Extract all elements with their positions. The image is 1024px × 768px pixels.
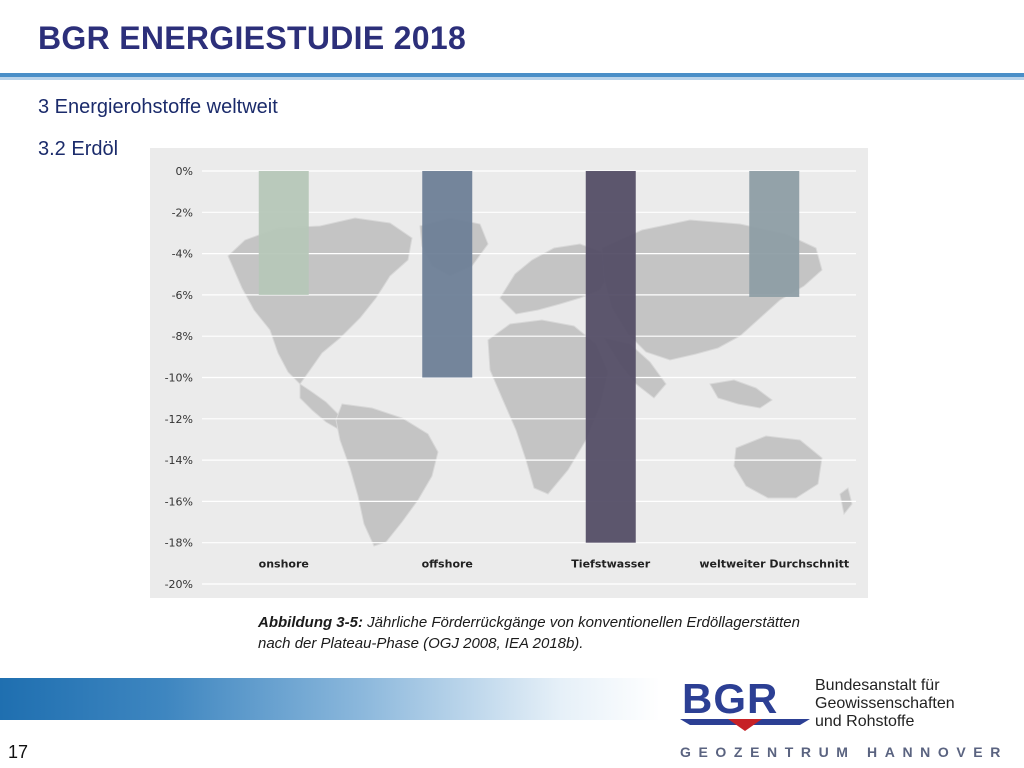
x-category-label: offshore [422,557,473,570]
bar-onshore [258,171,309,295]
organization-name: Bundesanstalt für Geowissenschaften und … [815,677,955,731]
geozentrum-tagline: GEOZENTRUM HANNOVER [680,744,1008,760]
org-line: Bundesanstalt für [815,677,940,694]
bgr-logo: BGR [680,675,810,733]
chart-gridlines [202,170,856,585]
x-category-label: Tiefstwasser [571,557,650,570]
x-category-label: weltweiter Durchschnitt [699,557,849,570]
page-number: 17 [8,742,29,762]
logo-text: BGR [682,677,778,722]
bar-offshore [422,171,473,378]
caption-label: Abbildung 3-5: [258,614,363,631]
y-tick-label: 0% [176,165,193,178]
y-tick-label: -18% [165,537,193,550]
y-tick-label: -20% [165,578,193,591]
y-tick-label: -10% [165,372,193,385]
bar-tiefstwasser [585,171,636,543]
y-tick-label: -16% [165,495,193,508]
y-tick-label: -14% [165,454,193,467]
subsection-heading: 3.2 Erdöl [38,138,119,160]
x-category-label: onshore [259,557,309,570]
figure-caption: Abbildung 3-5: Jährliche Förderrückgänge… [258,612,818,654]
org-line: und Rohstoffe [815,713,915,730]
y-tick-label: -2% [172,206,193,219]
slide-title: BGR ENERGIESTUDIE 2018 [38,20,467,56]
title-divider-light [0,77,1024,80]
org-line: Geowissenschaften [815,695,955,712]
y-tick-label: -4% [172,248,193,261]
world-map-background [227,217,853,547]
bar-weltweiter-durchschnitt [749,171,800,297]
y-tick-label: -8% [172,330,193,343]
footer-gradient-bar [0,678,660,720]
x-axis-labels: onshore offshore Tiefstwasser weltweiter Du… [259,557,850,570]
section-heading: 3 Energierohstoffe weltweit [38,96,278,118]
decline-rate-chart: 0% -2% -4% -6% -8% -10% -12% -14% -16% -18% -20% o… [150,148,868,598]
caption-text: Jährliche Förderrückgänge von konvention… [258,614,800,652]
y-tick-label: -12% [165,413,193,426]
y-tick-label: -6% [172,289,193,302]
y-axis-ticks: 0% -2% -4% -6% -8% -10% -12% -14% -16% -18% -20% [165,165,193,591]
chart-bars [258,171,800,543]
title-divider [0,73,1024,77]
